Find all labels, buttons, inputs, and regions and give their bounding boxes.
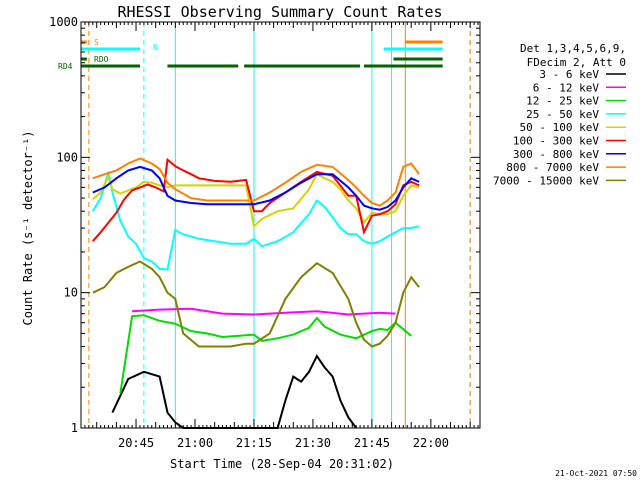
- legend-entry-7: 800 - 7000 keV: [506, 161, 599, 174]
- chart-title: RHESSI Observing Summary Count Rates: [117, 3, 442, 21]
- x-tick-label-0: 20:45: [118, 436, 154, 450]
- x-tick-label-2: 21:15: [236, 436, 272, 450]
- legend-entry-2: 12 - 25 keV: [526, 95, 599, 108]
- x-tick-label-3: 21:30: [295, 436, 331, 450]
- chart-text: RHESSI Observing Summary Count Rates Sta…: [21, 3, 637, 478]
- x-tick-label-4: 21:45: [354, 436, 390, 450]
- series-line-2: [119, 314, 412, 394]
- x-axis-label: Start Time (28-Sep-04 20:31:02): [170, 457, 394, 471]
- state-bar-label-1: N: [153, 43, 158, 52]
- y-tick-label-0: 1: [71, 421, 78, 435]
- plot-frame: [80, 21, 481, 429]
- series-line-1: [132, 307, 396, 316]
- y-tick-label-2: 100: [56, 150, 78, 164]
- series-line-8: [92, 260, 420, 348]
- y-axis-label: Count Rate (s⁻¹ detector⁻¹): [21, 130, 35, 325]
- legend-header-0: Det 1,3,4,5,6,9,: [520, 42, 626, 55]
- series-line-5: [92, 157, 420, 242]
- state-bar-label-3: RD4: [58, 62, 73, 71]
- legend-entry-0: 3 - 6 keV: [539, 68, 599, 81]
- plot-area: S N RDO RD4: [58, 22, 471, 429]
- legend-entry-1: 6 - 12 keV: [533, 81, 600, 94]
- legend-entry-5: 100 - 300 keV: [513, 135, 599, 148]
- legend-entry-6: 300 - 800 keV: [513, 148, 599, 161]
- y-tick-label-1: 10: [64, 286, 78, 300]
- footer-date: 21-Oct-2021 07:50: [555, 469, 637, 478]
- x-tick-label-5: 22:00: [413, 436, 449, 450]
- legend-entry-8: 7000 - 15000 keV: [493, 174, 599, 187]
- legend-header-1: FDecim 2, Att 0: [527, 56, 626, 69]
- state-bar-label-2: RDO: [94, 55, 109, 64]
- series-line-6: [92, 165, 420, 211]
- axes: 1 10 100 1000 20:45 21:00 21:15 21:30 21:45 22:00: [49, 15, 481, 450]
- series-line-7: [92, 157, 420, 207]
- state-bar-label-0: S: [94, 38, 99, 47]
- legend: Det 1,3,4,5,6,9,FDecim 2, Att 03 - 6 keV…: [493, 42, 626, 187]
- legend-entry-4: 50 - 100 keV: [520, 121, 600, 134]
- legend-entry-3: 25 - 50 keV: [526, 108, 599, 121]
- series-line-4: [92, 172, 420, 229]
- x-tick-label-1: 21:00: [177, 436, 213, 450]
- y-tick-label-3: 1000: [49, 15, 78, 29]
- series-line-3: [91, 171, 420, 271]
